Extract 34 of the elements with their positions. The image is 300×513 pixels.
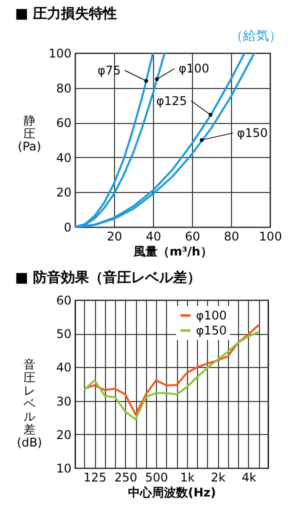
y-tick-label: 80 xyxy=(56,81,72,96)
x-axis-title: 中心周波数(Hz) xyxy=(128,486,216,500)
x-tick-label: 60 xyxy=(184,230,200,244)
legend-label: φ100 xyxy=(196,308,227,322)
x-tick-label: 100 xyxy=(259,230,282,244)
y-tick-label: 50 xyxy=(56,327,72,342)
y-tick-label: 40 xyxy=(56,150,72,165)
x-tick-label: 1k xyxy=(180,470,195,484)
y-tick-label: 60 xyxy=(56,294,72,308)
x-tick-label: 125 xyxy=(84,470,106,484)
y-axis-title: 静圧(Pa) xyxy=(18,114,42,154)
chart-title: ■ 圧力損失特性 xyxy=(15,6,118,22)
x-tick-label: 2k xyxy=(210,470,226,484)
y-tick-label: 60 xyxy=(56,116,72,130)
y-tick-label: 40 xyxy=(56,360,72,375)
y-tick-label: 20 xyxy=(56,186,72,200)
x-tick-label: 20 xyxy=(106,230,122,244)
x-axis-title: 風量（m³/h） xyxy=(132,244,212,258)
y-tick-label: 10 xyxy=(56,462,72,476)
x-tick-label: 250 xyxy=(114,470,138,484)
y-tick-label: 30 xyxy=(56,394,72,408)
x-tick-label: 4k xyxy=(242,470,256,484)
annotation: φ150 xyxy=(236,126,268,140)
annotation: φ125 xyxy=(156,94,188,108)
x-tick-label: 500 xyxy=(145,470,168,484)
text: （給気） xyxy=(230,29,282,44)
chart-title: ■ 防音効果（音圧レベル差） xyxy=(15,269,202,286)
legend-label: φ150 xyxy=(196,324,227,338)
x-tick-label: 80 xyxy=(224,230,240,244)
x-tick-label: 40 xyxy=(146,230,162,244)
y-tick-label: 100 xyxy=(48,46,72,60)
y-tick-label: 20 xyxy=(56,428,72,442)
y-axis-title: 音圧レベル差(dB) xyxy=(16,358,42,450)
y-tick-label: 0 xyxy=(64,220,72,234)
